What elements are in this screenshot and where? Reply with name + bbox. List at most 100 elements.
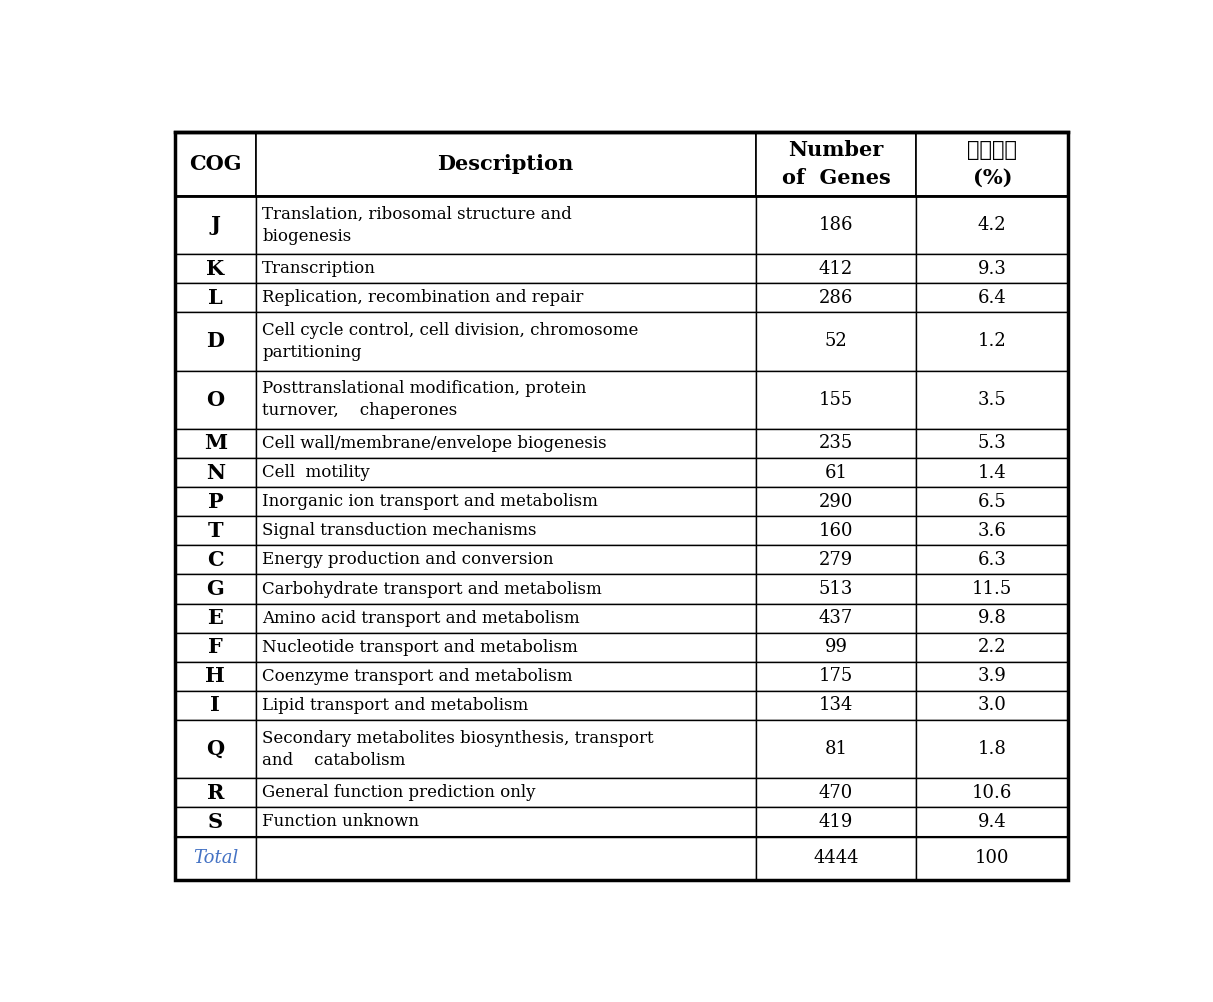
Text: S: S (207, 812, 223, 832)
Bar (256, 516, 756, 545)
Bar (756, 661, 916, 691)
Text: Energy production and conversion: Energy production and conversion (262, 551, 553, 568)
Text: General function prediction only: General function prediction only (262, 785, 536, 802)
Bar (175, 516, 256, 545)
Text: Number
of  Genes: Number of Genes (781, 140, 890, 187)
Text: Total: Total (193, 850, 238, 868)
Text: Carbohydrate transport and metabolism: Carbohydrate transport and metabolism (262, 580, 602, 597)
Text: Posttranslational modification, protein
turnover,    chaperones: Posttranslational modification, protein … (262, 380, 586, 419)
Bar (916, 371, 1069, 429)
Bar (916, 574, 1069, 603)
Text: L: L (207, 288, 223, 308)
Text: 4.2: 4.2 (978, 216, 1007, 234)
Bar (256, 632, 756, 661)
Bar (756, 371, 916, 429)
Bar (175, 284, 256, 313)
Text: 279: 279 (819, 551, 853, 569)
Bar (256, 132, 756, 195)
Text: 1.2: 1.2 (978, 333, 1007, 351)
Bar (175, 837, 256, 880)
Text: Cell wall/membrane/envelope biogenesis: Cell wall/membrane/envelope biogenesis (262, 435, 606, 452)
Text: I: I (210, 695, 221, 715)
Bar (916, 603, 1069, 632)
Bar (916, 487, 1069, 516)
Bar (256, 313, 756, 371)
Text: 1.4: 1.4 (978, 464, 1007, 482)
Text: 419: 419 (819, 813, 853, 831)
Bar (256, 458, 756, 487)
Text: 11.5: 11.5 (972, 580, 1013, 598)
Bar (256, 808, 756, 837)
Bar (916, 720, 1069, 779)
Bar (175, 603, 256, 632)
Text: 구성비율
(%): 구성비율 (%) (967, 140, 1018, 187)
Text: 186: 186 (819, 216, 853, 234)
Text: 3.6: 3.6 (978, 522, 1007, 540)
Bar (256, 691, 756, 720)
Bar (756, 195, 916, 255)
Text: 9.8: 9.8 (978, 609, 1007, 627)
Text: 286: 286 (819, 289, 853, 307)
Bar (256, 195, 756, 255)
Bar (175, 458, 256, 487)
Text: R: R (206, 783, 224, 803)
Text: Cell cycle control, cell division, chromosome
partitioning: Cell cycle control, cell division, chrom… (262, 322, 638, 361)
Bar (916, 808, 1069, 837)
Text: Lipid transport and metabolism: Lipid transport and metabolism (262, 697, 529, 714)
Text: 9.3: 9.3 (978, 260, 1007, 278)
Text: Cell  motility: Cell motility (262, 464, 370, 481)
Text: 9.4: 9.4 (978, 813, 1007, 831)
Bar (916, 779, 1069, 808)
Text: 437: 437 (819, 609, 853, 627)
Bar (256, 779, 756, 808)
Bar (256, 574, 756, 603)
Text: 513: 513 (819, 580, 853, 598)
Bar (256, 545, 756, 574)
Bar (756, 255, 916, 284)
Text: K: K (206, 259, 224, 279)
Text: 6.4: 6.4 (978, 289, 1007, 307)
Bar (756, 779, 916, 808)
Bar (756, 720, 916, 779)
Bar (175, 132, 256, 195)
Bar (175, 195, 256, 255)
Bar (256, 837, 756, 880)
Bar (756, 691, 916, 720)
Bar (756, 837, 916, 880)
Bar (756, 516, 916, 545)
Bar (916, 195, 1069, 255)
Bar (175, 808, 256, 837)
Bar (256, 603, 756, 632)
Bar (175, 720, 256, 779)
Text: E: E (207, 608, 223, 628)
Bar (256, 255, 756, 284)
Bar (175, 779, 256, 808)
Bar (175, 632, 256, 661)
Bar (916, 691, 1069, 720)
Bar (175, 255, 256, 284)
Text: D: D (206, 332, 224, 352)
Text: H: H (205, 666, 226, 686)
Bar (256, 720, 756, 779)
Text: 3.5: 3.5 (978, 391, 1007, 409)
Text: J: J (210, 215, 221, 235)
Text: Signal transduction mechanisms: Signal transduction mechanisms (262, 522, 536, 539)
Text: 412: 412 (819, 260, 853, 278)
Text: 160: 160 (819, 522, 853, 540)
Text: Transcription: Transcription (262, 261, 376, 278)
Bar (916, 837, 1069, 880)
Bar (256, 284, 756, 313)
Bar (916, 284, 1069, 313)
Bar (256, 661, 756, 691)
Text: 470: 470 (819, 784, 853, 802)
Text: 3.9: 3.9 (978, 667, 1007, 685)
Text: Description: Description (438, 154, 574, 173)
Text: 52: 52 (825, 333, 848, 351)
Text: O: O (206, 390, 224, 410)
Text: 81: 81 (825, 740, 848, 759)
Text: 290: 290 (819, 493, 853, 511)
Text: P: P (207, 492, 223, 512)
Text: 4444: 4444 (813, 850, 859, 868)
Text: Amino acid transport and metabolism: Amino acid transport and metabolism (262, 609, 580, 626)
Text: C: C (207, 550, 223, 570)
